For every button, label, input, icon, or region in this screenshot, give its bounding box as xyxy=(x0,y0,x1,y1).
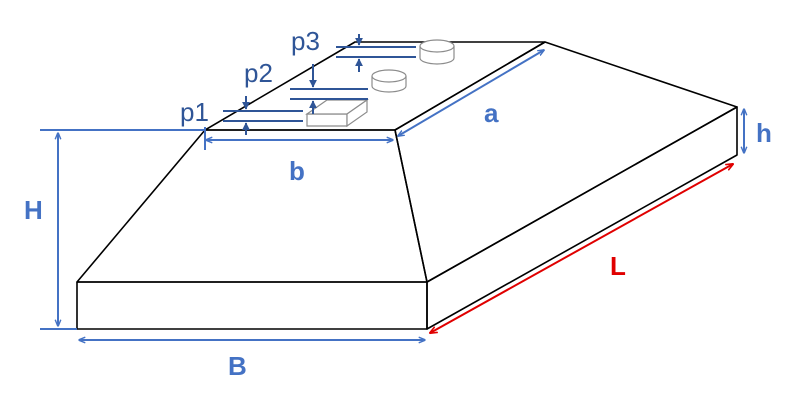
label-p3: p3 xyxy=(291,26,320,56)
label-b: b xyxy=(289,156,305,186)
hood-front-slope xyxy=(76,129,428,283)
hood-base-side xyxy=(426,106,738,330)
hood-side-slope xyxy=(394,41,738,283)
hood-base-front xyxy=(76,281,428,330)
round-outlet-icon xyxy=(419,39,455,65)
hood-body xyxy=(76,41,738,330)
label-p1: p1 xyxy=(180,97,209,127)
rectangular-outlet-icon xyxy=(305,98,369,128)
round-outlet-icon xyxy=(371,69,407,93)
outlets xyxy=(305,39,455,128)
label-p2: p2 xyxy=(244,58,273,88)
pressure-indicators xyxy=(223,34,416,135)
label-L: L xyxy=(610,251,626,281)
dimension-lines xyxy=(40,50,744,340)
label-h: h xyxy=(756,118,772,148)
label-B: B xyxy=(228,351,247,381)
a-dimension-line xyxy=(398,50,544,136)
L-dimension-line xyxy=(430,164,733,333)
label-H: H xyxy=(24,195,43,225)
label-a: a xyxy=(484,98,499,128)
